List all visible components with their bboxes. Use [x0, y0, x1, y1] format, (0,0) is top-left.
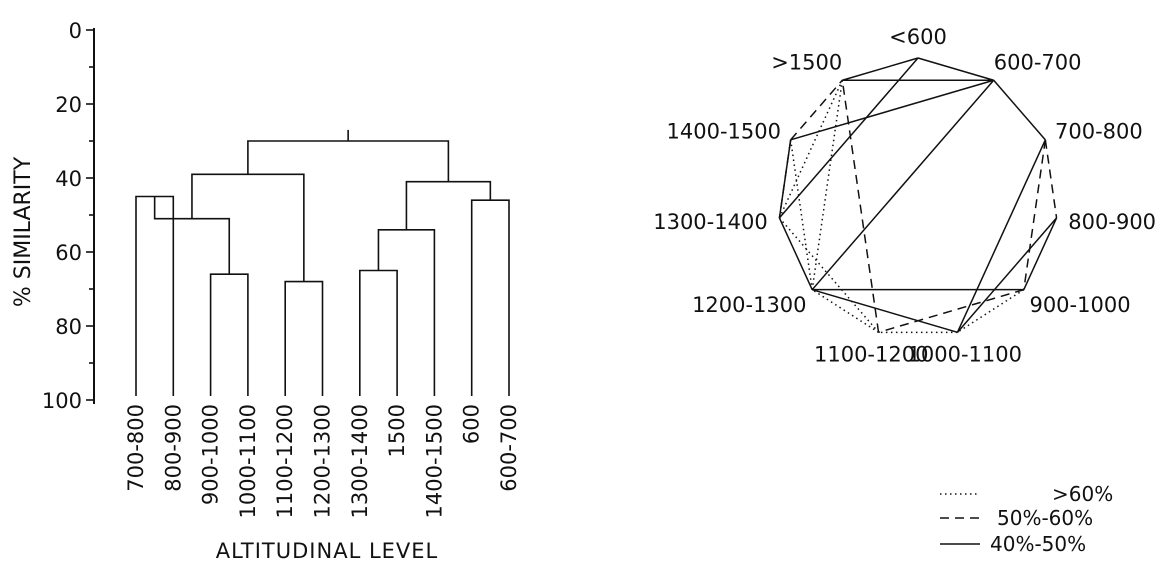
- legend-label-over-60: >60%: [1052, 482, 1113, 506]
- network-node-label: 1100-1200: [814, 342, 928, 366]
- leaf-label: 600: [460, 404, 484, 444]
- y-tick-label: 80: [55, 315, 82, 339]
- leaf-label: 700-800: [124, 404, 148, 492]
- y-axis-title: % SIMILARITY: [11, 156, 36, 307]
- network-node-label: 1300-1400: [653, 210, 767, 234]
- leaf-label: 1400-1500: [422, 404, 446, 518]
- network-edge: [956, 217, 1058, 333]
- network-node-label: 700-800: [1055, 120, 1143, 144]
- dendrogram-link: [135, 195, 175, 396]
- network-node-label: <600: [889, 25, 947, 49]
- network-edge: [790, 79, 994, 141]
- legend: >60% 50%-60% 40%-50%: [940, 482, 1113, 556]
- dendrogram: 0 20 40 60 80 100 % SIMILARITY 700-800 800-900…: [11, 19, 521, 563]
- network-edge: [878, 288, 1025, 334]
- network-edges: [778, 57, 1058, 334]
- network-edge: [811, 80, 844, 290]
- network-edge: [778, 217, 880, 333]
- network-edge: [917, 57, 994, 81]
- leaf-label: 1000-1100: [236, 404, 260, 518]
- legend-label-40-50: 40%-50%: [990, 532, 1086, 556]
- network-edge: [778, 79, 843, 219]
- y-tick-label: 60: [55, 241, 82, 265]
- leaf-label: 600-700: [497, 404, 521, 492]
- network-edge: [811, 79, 995, 291]
- network-node-label: 1400-1500: [667, 120, 781, 144]
- network-edge: [993, 79, 1046, 141]
- network-node-label: >1500: [771, 51, 842, 75]
- dendrogram-link: [470, 199, 510, 396]
- y-tick-label: 40: [55, 167, 82, 191]
- network-node-label: 1000-1100: [908, 342, 1022, 366]
- dendrogram-link: [191, 173, 305, 282]
- y-tick-label: 100: [42, 389, 82, 413]
- similarity-network: <600 600-700 700-800 800-900 900-1000 1000-11…: [653, 25, 1156, 366]
- leaf-labels: 700-800 800-900 900-1000 1000-1100 1100-1200…: [124, 404, 521, 518]
- network-node-label: 900-1000: [1029, 293, 1130, 317]
- network-node-label: 600-700: [994, 51, 1082, 75]
- network-edge: [957, 289, 1025, 333]
- leaf-label: 800-900: [161, 404, 185, 492]
- dendrogram-links: [135, 129, 510, 396]
- leaf-label: 1300-1400: [348, 404, 372, 518]
- dendrogram-link: [359, 269, 398, 396]
- x-axis-title: ALTITUDINAL LEVEL: [216, 539, 439, 563]
- leaf-label: 1500: [385, 404, 409, 457]
- network-edge: [811, 289, 879, 333]
- network-edge: [811, 288, 958, 334]
- dendrogram-link: [377, 229, 436, 396]
- dendrogram-link: [284, 280, 324, 396]
- leaf-label: 1200-1300: [311, 404, 335, 518]
- y-tick-label: 0: [69, 19, 82, 43]
- legend-label-50-60: 50%-60%: [997, 506, 1093, 530]
- network-edge: [1044, 139, 1058, 219]
- leaf-label: 1100-1200: [273, 404, 297, 518]
- network-edge: [841, 80, 880, 333]
- network-edge: [778, 217, 813, 290]
- network-edge: [956, 139, 1047, 333]
- leaf-label: 900-1000: [199, 404, 223, 505]
- y-tick-label: 20: [55, 93, 82, 117]
- network-edge: [1023, 139, 1047, 290]
- network-edge: [790, 79, 843, 141]
- network-edge: [789, 139, 813, 290]
- network-edge: [778, 57, 919, 219]
- network-node-labels: <600 600-700 700-800 800-900 900-1000 1000-11…: [653, 25, 1156, 366]
- dendrogram-link: [247, 140, 450, 182]
- network-edge: [778, 139, 792, 219]
- y-axis-ticks: 0 20 40 60 80 100: [42, 19, 94, 413]
- network-node-label: 800-900: [1068, 210, 1156, 234]
- dendrogram-link: [209, 273, 249, 396]
- network-node-label: 1200-1300: [692, 293, 806, 317]
- network-edge: [842, 57, 919, 81]
- network-edge: [1023, 217, 1058, 290]
- dendrogram-link: [405, 180, 492, 230]
